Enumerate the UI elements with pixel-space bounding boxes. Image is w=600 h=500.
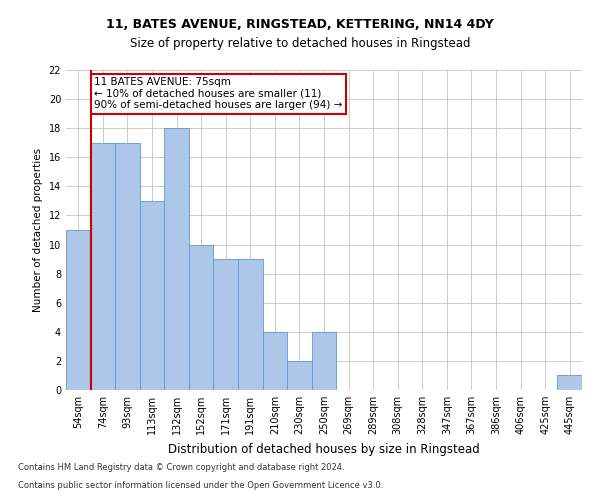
Bar — [557, 376, 582, 390]
Text: Contains public sector information licensed under the Open Government Licence v3: Contains public sector information licen… — [18, 481, 383, 490]
Bar — [263, 332, 287, 390]
Bar — [91, 142, 115, 390]
Bar — [214, 259, 238, 390]
Text: Contains HM Land Registry data © Crown copyright and database right 2024.: Contains HM Land Registry data © Crown c… — [18, 464, 344, 472]
Bar — [66, 230, 91, 390]
Bar — [140, 201, 164, 390]
Bar — [238, 259, 263, 390]
Text: 11, BATES AVENUE, RINGSTEAD, KETTERING, NN14 4DY: 11, BATES AVENUE, RINGSTEAD, KETTERING, … — [106, 18, 494, 30]
Text: 11 BATES AVENUE: 75sqm
← 10% of detached houses are smaller (11)
90% of semi-det: 11 BATES AVENUE: 75sqm ← 10% of detached… — [94, 78, 343, 110]
Bar — [164, 128, 189, 390]
Y-axis label: Number of detached properties: Number of detached properties — [33, 148, 43, 312]
Bar — [115, 142, 140, 390]
Text: Size of property relative to detached houses in Ringstead: Size of property relative to detached ho… — [130, 38, 470, 51]
Bar — [189, 244, 214, 390]
Bar — [312, 332, 336, 390]
X-axis label: Distribution of detached houses by size in Ringstead: Distribution of detached houses by size … — [168, 442, 480, 456]
Bar — [287, 361, 312, 390]
